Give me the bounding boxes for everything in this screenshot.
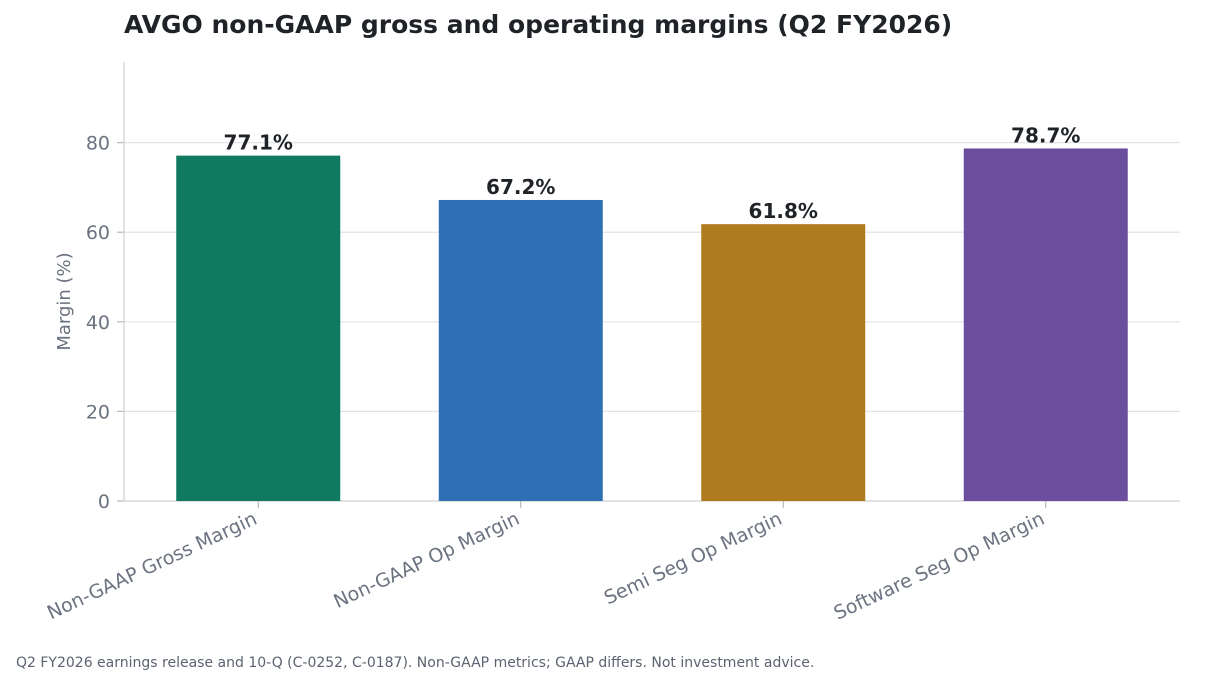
bar	[963, 148, 1128, 501]
x-tick-label: Semi Seg Op Margin	[601, 508, 786, 610]
bar-value-label: 67.2%	[486, 175, 555, 199]
y-tick-label: 0	[98, 491, 110, 513]
x-tick-label: Non-GAAP Gross Margin	[44, 508, 261, 625]
bar-value-label: 78.7%	[1011, 123, 1080, 147]
y-tick-label: 60	[86, 222, 110, 244]
bar	[438, 199, 603, 501]
x-tick-label: Software Seg Op Margin	[830, 508, 1047, 625]
bar-value-label: 61.8%	[749, 199, 818, 223]
y-tick-label: 20	[86, 401, 110, 423]
bar-value-label: 77.1%	[224, 131, 293, 155]
chart-title: AVGO non-GAAP gross and operating margin…	[124, 10, 953, 39]
bar-chart: 0 20 40 60 80 Margin (%) 77.1% Non-GAAP Gross M…	[44, 62, 1180, 625]
y-axis-label: Margin (%)	[54, 252, 75, 350]
y-tick-label: 40	[86, 312, 110, 334]
source-footnote: Q2 FY2026 earnings release and 10-Q (C-0…	[16, 655, 815, 671]
y-tick-label: 80	[86, 133, 110, 155]
x-tick-label: Non-GAAP Op Margin	[330, 508, 522, 613]
bar	[176, 155, 341, 501]
bar	[701, 224, 866, 501]
